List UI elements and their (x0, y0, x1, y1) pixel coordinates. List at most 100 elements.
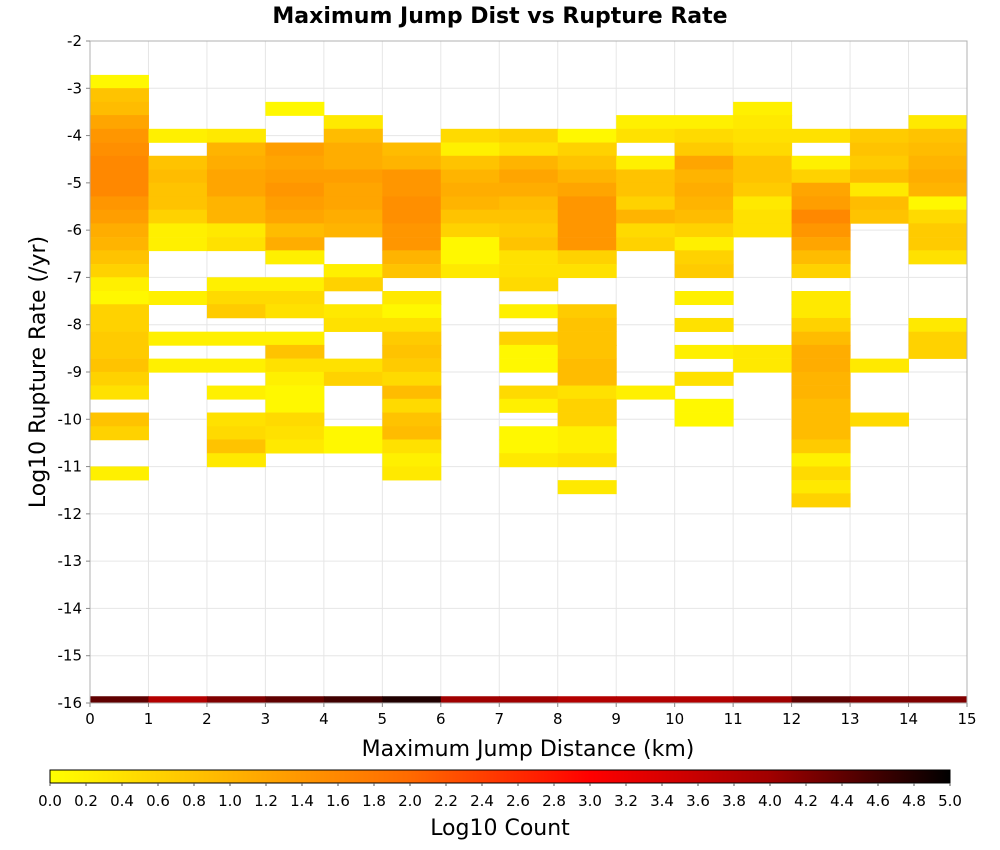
heatmap-cell (850, 128, 910, 143)
colorbar-tick-label: 3.6 (686, 792, 710, 810)
heatmap-cell (265, 371, 325, 386)
heatmap-cell (908, 317, 968, 332)
heatmap-cell (557, 480, 617, 495)
heatmap-cell (323, 169, 383, 184)
heatmap-cell (908, 250, 968, 265)
heatmap-cell (90, 426, 149, 441)
heatmap-cell (323, 277, 383, 292)
heatmap-cell (733, 209, 793, 224)
heatmap-cell (440, 250, 500, 265)
heatmap-cell (265, 155, 325, 170)
heatmap-cell (90, 74, 149, 89)
heatmap-cell (499, 426, 559, 441)
heatmap-cell (382, 291, 442, 306)
heatmap-cell (90, 101, 149, 116)
heatmap-cell (148, 291, 208, 306)
heatmap-cell (382, 223, 442, 238)
heatmap-cell (557, 169, 617, 184)
heatmap-cell (382, 696, 442, 704)
heatmap-cell (850, 142, 910, 157)
heatmap-cell (791, 264, 851, 279)
heatmap-cell (148, 331, 208, 346)
heatmap-cell (674, 412, 734, 427)
chart-title: Maximum Jump Dist vs Rupture Rate (272, 4, 727, 29)
heatmap-cell (616, 155, 676, 170)
heatmap-cell (557, 223, 617, 238)
heatmap-cell (265, 385, 325, 400)
heatmap-cell (733, 101, 793, 116)
heatmap-cell (499, 453, 559, 468)
heatmap-cell (791, 439, 851, 454)
heatmap-cell (616, 696, 676, 704)
heatmap-cell (908, 331, 968, 346)
heatmap-cell (674, 696, 734, 704)
heatmap-cell (90, 358, 149, 373)
y-tick-label: -2 (67, 32, 82, 50)
heatmap-cell (791, 196, 851, 211)
colorbar-tick-label: 4.0 (758, 792, 782, 810)
heatmap-cell (557, 182, 617, 197)
heatmap-cell (90, 169, 149, 184)
heatmap-cell (850, 209, 910, 224)
y-axis-ticks: -2 -3 -4 -5 -6 -7 -8 -9 -10 -11 -12 -13 -14 -15 -16 (58, 32, 90, 712)
heatmap-cell (791, 453, 851, 468)
heatmap-cell (265, 412, 325, 427)
heatmap-cell (499, 398, 559, 413)
heatmap-cell (791, 182, 851, 197)
heatmap-cell (206, 304, 266, 319)
heatmap-cell (674, 142, 734, 157)
heatmap-cell (440, 264, 500, 279)
heatmap-cell (440, 196, 500, 211)
heatmap-cell (850, 696, 910, 704)
heatmap-cell (90, 277, 149, 292)
heatmap-cell (382, 385, 442, 400)
heatmap-cell (90, 115, 149, 130)
heatmap-cell (206, 209, 266, 224)
colorbar-tick-label: 2.8 (542, 792, 566, 810)
heatmap-cell (499, 128, 559, 143)
heatmap-cell (674, 128, 734, 143)
heatmap-cell (440, 128, 500, 143)
heatmap-cell (382, 426, 442, 441)
heatmap-cell (499, 385, 559, 400)
heatmap-cell (616, 223, 676, 238)
heatmap-cell (908, 223, 968, 238)
colorbar-tick-label: 0.2 (74, 792, 98, 810)
heatmap-cell (265, 277, 325, 292)
colorbar-tick-label: 0.8 (182, 792, 206, 810)
heatmap-cell (206, 385, 266, 400)
heatmap-cell (499, 344, 559, 359)
heatmap-cell (499, 237, 559, 252)
heatmap-cell (382, 155, 442, 170)
heatmap-cell (206, 237, 266, 252)
y-tick-label: -4 (67, 127, 82, 145)
heatmap-cell (148, 182, 208, 197)
heatmap-cell (265, 439, 325, 454)
heatmap-cell (206, 223, 266, 238)
heatmap-cell (733, 169, 793, 184)
heatmap-cell (323, 358, 383, 373)
heatmap-cell (323, 371, 383, 386)
heatmap-cell (791, 250, 851, 265)
colorbar-tick-label: 2.0 (398, 792, 422, 810)
heatmap-cell (440, 169, 500, 184)
heatmap-cell (440, 182, 500, 197)
heatmap-cell (265, 398, 325, 413)
heatmap-cell (382, 142, 442, 157)
heatmap-cell (908, 182, 968, 197)
colorbar-tick-label: 4.2 (794, 792, 818, 810)
heatmap-cell (557, 142, 617, 157)
x-tick-label: 1 (144, 710, 154, 728)
colorbar-label: Log10 Count (430, 816, 570, 841)
heatmap-cell (148, 169, 208, 184)
heatmap-cell (791, 385, 851, 400)
heatmap-cell (90, 291, 149, 306)
heatmap-cell (382, 317, 442, 332)
x-tick-label: 9 (611, 710, 621, 728)
heatmap-cell (733, 182, 793, 197)
heatmap-cell (499, 264, 559, 279)
heatmap-cell (90, 331, 149, 346)
colorbar-tick-label: 2.4 (470, 792, 494, 810)
heatmap-cell (674, 169, 734, 184)
heatmap-cell (90, 371, 149, 386)
